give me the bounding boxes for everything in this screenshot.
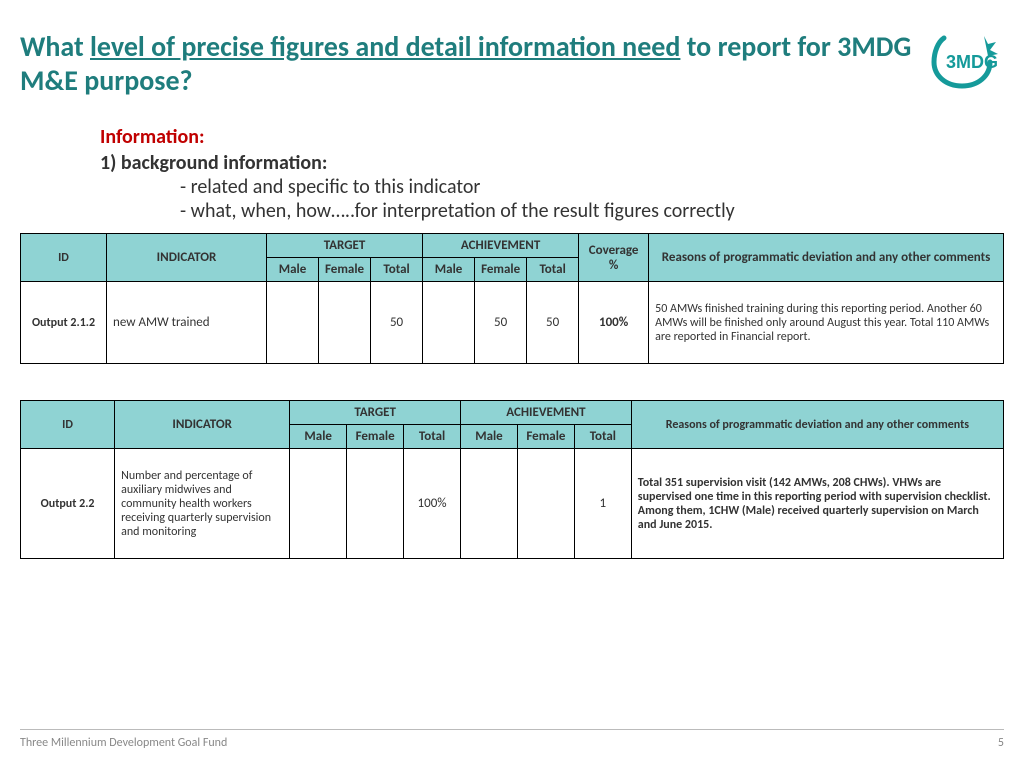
slide-title: What level of precise figures and detail… xyxy=(20,30,912,97)
col-t-female: Female xyxy=(347,425,404,449)
logo-3mdg: 3MDG xyxy=(924,30,1004,90)
cell-reason: 50 AMWs finished training during this re… xyxy=(649,282,1004,364)
col-a-total: Total xyxy=(574,425,631,449)
cell-a-male xyxy=(461,449,518,559)
cell-t-total: 100% xyxy=(404,449,461,559)
background-info-label: 1) background information: xyxy=(100,151,1004,175)
cell-a-female: 50 xyxy=(475,282,527,364)
col-achievement: ACHIEVEMENT xyxy=(423,234,579,258)
info-heading: Information: xyxy=(100,125,1004,149)
table-row: ID INDICATOR TARGET ACHIEVEMENT Coverage… xyxy=(21,234,1004,258)
col-reasons: Reasons of programmatic deviation and an… xyxy=(631,401,1003,449)
col-indicator: INDICATOR xyxy=(115,401,290,449)
col-a-female: Female xyxy=(475,258,527,282)
col-t-total: Total xyxy=(371,258,423,282)
table-row: Output 2.1.2 new AMW trained 50 50 50 10… xyxy=(21,282,1004,364)
info-block: Information: 1) background information: … xyxy=(20,125,1004,223)
table-row: ID INDICATOR TARGET ACHIEVEMENT Reasons … xyxy=(21,401,1004,425)
footer: Three Millennium Development Goal Fund 5 xyxy=(20,729,1004,750)
cell-id: Output 2.1.2 xyxy=(21,282,107,364)
col-reasons: Reasons of programmatic deviation and an… xyxy=(649,234,1004,282)
title-pre: What xyxy=(20,29,90,64)
logo-icon: 3MDG xyxy=(924,30,1004,90)
col-a-male: Male xyxy=(423,258,475,282)
col-achievement: ACHIEVEMENT xyxy=(461,401,632,425)
sub-line-1: - related and specific to this indicator xyxy=(100,175,1004,199)
cell-t-female xyxy=(347,449,404,559)
footer-left: Three Millennium Development Goal Fund xyxy=(20,736,227,750)
col-indicator: INDICATOR xyxy=(107,234,267,282)
cell-a-total: 1 xyxy=(574,449,631,559)
table-row: Output 2.2 Number and percentage of auxi… xyxy=(21,449,1004,559)
col-t-female: Female xyxy=(319,258,371,282)
cell-id: Output 2.2 xyxy=(21,449,115,559)
col-a-total: Total xyxy=(527,258,579,282)
col-target: TARGET xyxy=(290,401,461,425)
col-t-male: Male xyxy=(267,258,319,282)
col-target: TARGET xyxy=(267,234,423,258)
col-coverage: Coverage % xyxy=(579,234,649,282)
svg-text:3MDG: 3MDG xyxy=(946,52,998,72)
table-2: ID INDICATOR TARGET ACHIEVEMENT Reasons … xyxy=(20,400,1004,559)
cell-indicator: Number and percentage of auxiliary midwi… xyxy=(115,449,290,559)
cell-a-male xyxy=(423,282,475,364)
col-id: ID xyxy=(21,234,107,282)
cell-t-male xyxy=(267,282,319,364)
col-t-total: Total xyxy=(404,425,461,449)
col-a-male: Male xyxy=(461,425,518,449)
cell-t-total: 50 xyxy=(371,282,423,364)
cell-indicator: new AMW trained xyxy=(107,282,267,364)
slide: What level of precise figures and detail… xyxy=(0,0,1024,768)
cell-reason: Total 351 supervision visit (142 AMWs, 2… xyxy=(631,449,1003,559)
cell-a-total: 50 xyxy=(527,282,579,364)
cell-coverage: 100% xyxy=(579,282,649,364)
cell-t-male xyxy=(290,449,347,559)
col-a-female: Female xyxy=(517,425,574,449)
page-number: 5 xyxy=(998,736,1004,750)
sub-line-2: - what, when, how…..for interpretation o… xyxy=(100,199,1004,223)
col-id: ID xyxy=(21,401,115,449)
cell-a-female xyxy=(517,449,574,559)
table-1: ID INDICATOR TARGET ACHIEVEMENT Coverage… xyxy=(20,233,1004,364)
cell-t-female xyxy=(319,282,371,364)
col-t-male: Male xyxy=(290,425,347,449)
title-underline: level of precise figures and detail info… xyxy=(90,29,680,64)
title-row: What level of precise figures and detail… xyxy=(20,30,1004,97)
